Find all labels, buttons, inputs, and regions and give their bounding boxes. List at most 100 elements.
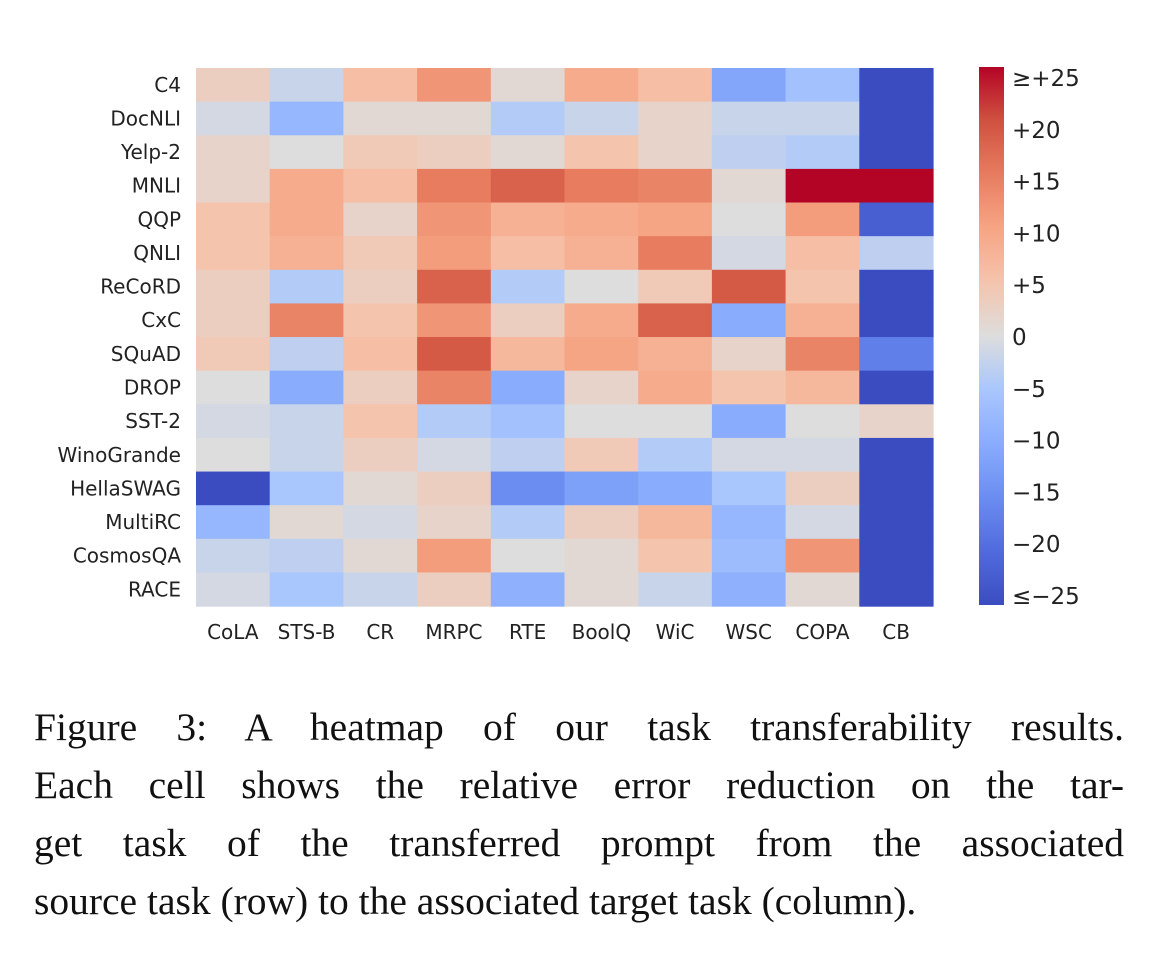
heatmap-cell-qqp-rte (490, 202, 566, 237)
heatmap-cell-cosmosqa-wsc (711, 538, 787, 574)
heatmap-cell-record-sts-b (269, 269, 344, 305)
heatmap-cells (196, 68, 934, 607)
heatmap-cell-race-cola (196, 572, 271, 607)
column-tick-label: CR (366, 620, 394, 644)
row-tick-labels: C4 DocNLI Yelp-2 MNLI QQP QNLI ReCoRD CxC SQuAD D… (58, 73, 182, 601)
heatmap-cell-c4-wic (638, 68, 713, 103)
column-tick-label: WSC (726, 620, 772, 644)
heatmap-cell-squad-rte (490, 337, 566, 372)
colorbar-tick-label: −5 (1012, 377, 1046, 403)
heatmap-cell-sst-2-cr (343, 404, 418, 439)
caption-line: Each cell shows the relative error reduc… (34, 763, 1124, 807)
heatmap-cell-cxc-cr (343, 303, 418, 338)
heatmap-cell-qqp-cola (196, 202, 271, 237)
heatmap-cell-multirc-rte (490, 505, 566, 540)
heatmap-cell-squad-wic (638, 337, 713, 372)
heatmap-cell-record-rte (490, 269, 566, 305)
heatmap-cell-qnli-cb (859, 236, 934, 271)
heatmap-cell-qqp-mrpc (417, 202, 492, 237)
heatmap-cell-qnli-wic (638, 236, 713, 271)
heatmap-cell-yelp-2-cola (196, 135, 271, 170)
heatmap-cell-c4-mrpc (417, 68, 492, 103)
heatmap-cell-hellaswag-mrpc (417, 471, 492, 506)
heatmap-cell-record-cb (859, 269, 934, 305)
heatmap-cell-multirc-wsc (711, 505, 787, 540)
heatmap-cell-squad-mrpc (417, 337, 492, 372)
heatmap-cell-squad-cr (343, 337, 418, 372)
heatmap-cell-drop-sts-b (269, 370, 344, 405)
heatmap-cell-drop-copa (785, 370, 860, 405)
heatmap-cell-race-sts-b (269, 572, 344, 607)
row-tick-label: ReCoRD (100, 275, 181, 299)
heatmap-cell-qqp-cb (859, 202, 934, 237)
heatmap-cell-multirc-sts-b (269, 505, 344, 540)
row-tick-label: QQP (137, 207, 181, 231)
heatmap-cell-cosmosqa-rte (490, 538, 566, 574)
heatmap-cell-sst-2-rte (490, 404, 566, 439)
heatmap-cell-record-copa (785, 269, 860, 305)
colorbar-tick-label: −20 (1012, 532, 1061, 558)
heatmap-cell-c4-rte (490, 68, 566, 103)
row-tick-label: SST-2 (125, 409, 181, 433)
heatmap-cell-cosmosqa-sts-b (269, 538, 344, 574)
heatmap-cell-hellaswag-cola (196, 471, 271, 506)
heatmap-cell-docnli-cola (196, 101, 271, 136)
heatmap-cell-drop-cr (343, 370, 418, 405)
heatmap-cell-mnli-wic (638, 168, 713, 204)
heatmap-cell-race-wic (638, 572, 713, 607)
row-tick-label: DROP (124, 375, 181, 399)
heatmap-cell-cxc-mrpc (417, 303, 492, 338)
heatmap-cell-hellaswag-wsc (711, 471, 787, 506)
heatmap-cell-cxc-cb (859, 303, 934, 338)
heatmap-cell-docnli-boolq (564, 101, 639, 136)
heatmap-cell-winogrande-mrpc (417, 437, 492, 473)
heatmap-cell-multirc-cb (859, 505, 934, 540)
heatmap-cell-multirc-cola (196, 505, 271, 540)
heatmap-cell-hellaswag-wic (638, 471, 713, 506)
heatmap-cell-race-boolq (564, 572, 639, 607)
heatmap-cell-record-boolq (564, 269, 639, 305)
caption-line: get task of the transferred prompt from … (34, 821, 1124, 865)
heatmap-cell-sst-2-boolq (564, 404, 639, 439)
heatmap-cell-docnli-wsc (711, 101, 787, 136)
heatmap-cell-hellaswag-sts-b (269, 471, 344, 506)
column-tick-label: WiC (656, 620, 695, 644)
row-tick-label: WinoGrande (58, 443, 181, 467)
colorbar-tick-label: +10 (1012, 221, 1061, 247)
heatmap-cell-hellaswag-cr (343, 471, 418, 506)
heatmap-cell-sst-2-wic (638, 404, 713, 439)
heatmap-cell-multirc-boolq (564, 505, 639, 540)
figure-caption: Figure 3: A heatmap of our task transfer… (34, 698, 1124, 930)
heatmap-cell-docnli-mrpc (417, 101, 492, 136)
heatmap-cell-qnli-boolq (564, 236, 639, 271)
heatmap-cell-winogrande-sts-b (269, 437, 344, 473)
heatmap-cell-drop-cola (196, 370, 271, 405)
heatmap-cell-c4-cola (196, 68, 271, 103)
heatmap-cell-race-mrpc (417, 572, 492, 607)
heatmap-cell-qqp-copa (785, 202, 860, 237)
colorbar-gradient (979, 67, 1004, 605)
row-tick-label: DocNLI (110, 106, 181, 130)
heatmap-cell-drop-rte (490, 370, 566, 405)
heatmap-cell-winogrande-copa (785, 437, 860, 473)
heatmap-cell-mnli-sts-b (269, 168, 344, 204)
heatmap-cell-winogrande-wsc (711, 437, 787, 473)
heatmap-cell-qqp-sts-b (269, 202, 344, 237)
heatmap-cell-race-rte (490, 572, 566, 607)
colorbar-tick-label: −10 (1012, 429, 1061, 455)
heatmap-cell-squad-cola (196, 337, 271, 372)
heatmap-cell-squad-cb (859, 337, 934, 372)
heatmap-cell-yelp-2-wic (638, 135, 713, 170)
heatmap-cell-multirc-cr (343, 505, 418, 540)
colorbar-tick-label: +20 (1012, 118, 1061, 144)
heatmap-cell-multirc-copa (785, 505, 860, 540)
column-tick-labels: CoLA STS-B CR MRPC RTE BoolQ WiC WSC COPA CB (207, 620, 910, 644)
row-tick-label: CxC (141, 308, 181, 332)
heatmap-cell-drop-cb (859, 370, 934, 405)
heatmap-cell-c4-cr (343, 68, 418, 103)
heatmap-cell-record-wic (638, 269, 713, 305)
column-tick-label: MRPC (425, 620, 482, 644)
heatmap-cell-qnli-mrpc (417, 236, 492, 271)
heatmap-cell-race-wsc (711, 572, 787, 607)
heatmap-cell-drop-mrpc (417, 370, 492, 405)
